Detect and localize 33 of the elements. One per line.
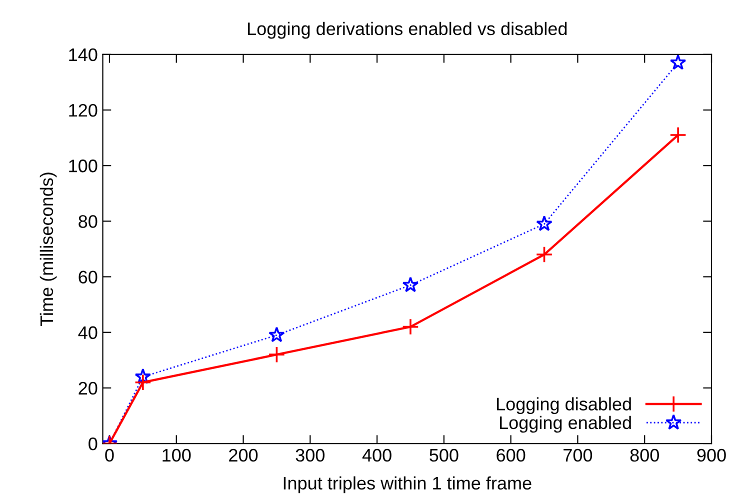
chart-title: Logging derivations enabled vs disabled xyxy=(248,22,567,39)
x-tick-label: 300 xyxy=(296,448,325,462)
point xyxy=(402,276,419,292)
point xyxy=(402,318,420,336)
y-tick-label: 140 xyxy=(69,48,98,62)
y-axis-title: Time (milliseconds) xyxy=(40,172,57,326)
x-tick-label: 900 xyxy=(697,448,726,462)
y-tick-label: 60 xyxy=(78,270,98,284)
y-tick-label: 20 xyxy=(78,382,98,395)
x-tick-label: 600 xyxy=(496,448,526,462)
point xyxy=(670,126,687,144)
x-axis-title: Input triples within 1 time frame xyxy=(284,476,532,494)
y-tick-label: 40 xyxy=(78,326,98,340)
legend-label: Logging enabled xyxy=(500,416,631,433)
y-tick-label: 120 xyxy=(69,104,98,117)
y-tick-label: 0 xyxy=(88,437,98,450)
x-tick-label: 500 xyxy=(430,448,458,462)
y-tick-label: 80 xyxy=(78,215,98,228)
x-tick-label: 100 xyxy=(162,448,191,462)
point xyxy=(134,374,152,391)
x-tick-label: 200 xyxy=(229,448,258,462)
x-tick-label: 700 xyxy=(564,448,592,462)
legend-label: Logging disabled xyxy=(497,397,631,414)
x-tick-label: 0 xyxy=(105,448,114,462)
point xyxy=(670,54,686,70)
y-tick-label: 100 xyxy=(69,160,98,172)
point xyxy=(536,215,552,232)
point xyxy=(134,368,152,384)
point xyxy=(268,326,285,342)
point xyxy=(536,246,553,264)
x-tick-label: 800 xyxy=(630,448,659,462)
x-tick-label: 400 xyxy=(362,448,392,462)
point xyxy=(268,346,286,364)
